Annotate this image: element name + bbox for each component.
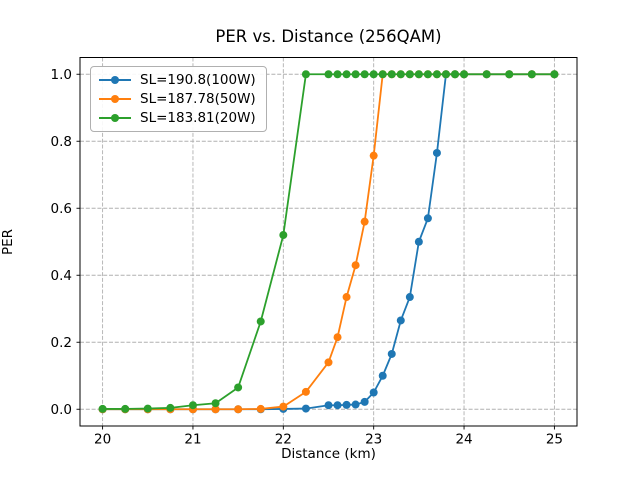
- series-marker: [143, 404, 152, 413]
- y-tick-label: 0.6: [51, 201, 72, 217]
- series-marker: [279, 231, 288, 240]
- series-marker: [256, 317, 265, 326]
- series-marker: [482, 70, 491, 79]
- series-marker: [121, 404, 130, 413]
- x-axis-label: Distance (km): [281, 446, 376, 462]
- y-tick-label: 0.8: [51, 134, 72, 150]
- legend-marker-icon: [111, 76, 119, 84]
- series-marker: [211, 399, 220, 408]
- series-marker: [451, 70, 460, 79]
- series-marker: [505, 70, 514, 79]
- series-marker: [360, 70, 369, 79]
- series-marker: [369, 388, 378, 397]
- legend-item: SL=187.78(50W): [98, 91, 256, 107]
- series-marker: [342, 70, 351, 79]
- series-marker: [387, 349, 396, 358]
- series-marker: [550, 70, 559, 79]
- series-marker: [279, 402, 288, 411]
- series-marker: [369, 70, 378, 79]
- y-tick-label: 0.2: [51, 335, 72, 351]
- series-marker: [333, 70, 342, 79]
- x-tick-label: 20: [94, 432, 111, 448]
- series-marker: [234, 383, 243, 392]
- y-tick-label: 1.0: [51, 67, 72, 83]
- series-marker: [351, 400, 360, 409]
- chart-title: PER vs. Distance (256QAM): [215, 27, 442, 46]
- legend-marker-icon: [111, 95, 119, 103]
- series-marker: [441, 70, 450, 79]
- legend-swatch: [99, 114, 131, 122]
- series-marker: [342, 400, 351, 409]
- series-marker: [360, 217, 369, 226]
- series-marker: [423, 214, 432, 223]
- series-marker: [301, 387, 310, 396]
- plot-spines: [79, 57, 578, 427]
- legend: SL=190.8(100W) SL=187.78(50W) SL=183.81(20…: [90, 66, 267, 132]
- series-marker: [460, 70, 469, 79]
- series-marker: [405, 293, 414, 302]
- series-marker: [351, 70, 360, 79]
- x-tick-label: 22: [275, 432, 292, 448]
- x-tick-label: 24: [455, 432, 472, 448]
- y-tick-label: 0.0: [51, 402, 72, 418]
- series-marker: [351, 261, 360, 270]
- legend-marker-icon: [111, 114, 119, 122]
- series-marker: [342, 293, 351, 302]
- x-tick-label: 21: [184, 432, 201, 448]
- series-marker: [396, 316, 405, 325]
- series-marker: [301, 404, 310, 413]
- x-tick-label: 23: [365, 432, 382, 448]
- series-marker: [333, 333, 342, 342]
- series-marker: [324, 401, 333, 410]
- series-marker: [324, 358, 333, 367]
- series-marker: [188, 401, 197, 410]
- series-marker: [324, 70, 333, 79]
- series-marker: [432, 70, 441, 79]
- series-marker: [333, 401, 342, 410]
- series-marker: [211, 405, 220, 414]
- series-marker: [98, 404, 107, 413]
- legend-swatch: [99, 95, 131, 103]
- legend-swatch: [99, 76, 131, 84]
- legend-item: SL=190.8(100W): [98, 72, 256, 88]
- series-marker: [378, 70, 387, 79]
- legend-label: SL=190.8(100W): [140, 72, 256, 88]
- series-marker: [256, 404, 265, 413]
- series-marker: [301, 70, 310, 79]
- series-marker: [234, 405, 243, 414]
- series-marker: [414, 70, 423, 79]
- series-marker: [432, 148, 441, 157]
- series-marker: [378, 371, 387, 380]
- series-marker: [360, 397, 369, 406]
- series-marker: [527, 70, 536, 79]
- series-marker: [396, 70, 405, 79]
- legend-label: SL=183.81(20W): [140, 110, 256, 126]
- legend-label: SL=187.78(50W): [140, 91, 256, 107]
- series-marker: [414, 237, 423, 246]
- series-marker: [166, 403, 175, 412]
- series-marker: [423, 70, 432, 79]
- y-tick-label: 0.4: [51, 268, 72, 284]
- legend-item: SL=183.81(20W): [98, 110, 256, 126]
- series-marker: [405, 70, 414, 79]
- y-axis-label: PER: [0, 228, 16, 256]
- series-marker: [369, 151, 378, 160]
- x-tick-label: 25: [546, 432, 563, 448]
- series-marker: [387, 70, 396, 79]
